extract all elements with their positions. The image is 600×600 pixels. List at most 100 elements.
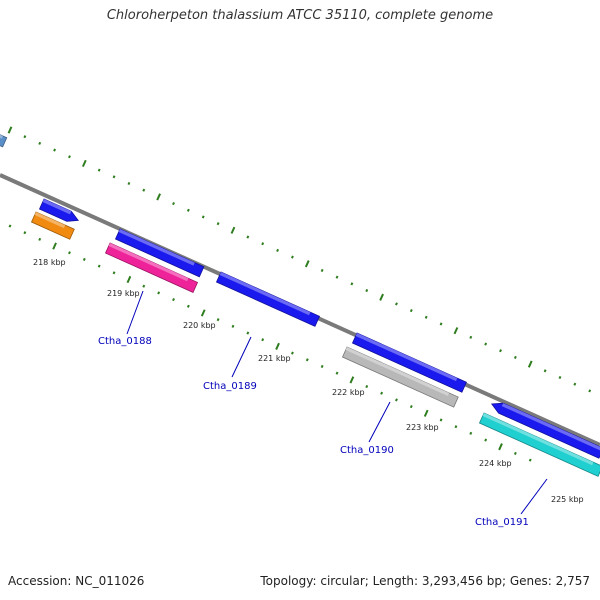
major-tick	[453, 327, 459, 335]
minor-tick	[97, 168, 101, 172]
gene-blue-2	[114, 228, 205, 278]
minor-tick	[499, 349, 502, 353]
minor-tick	[558, 375, 562, 380]
minor-tick	[68, 155, 71, 159]
tick-label: 220 kbp	[183, 321, 216, 330]
minor-tick	[320, 268, 324, 273]
minor-tick	[439, 418, 443, 422]
gene-blue-4	[351, 332, 467, 393]
minor-tick	[513, 451, 517, 455]
minor-tick	[142, 284, 146, 288]
gene-blue-1	[38, 198, 79, 222]
minor-tick	[261, 338, 265, 342]
major-tick	[275, 342, 280, 351]
minor-tick	[261, 242, 265, 246]
accession-text: Accession: NC_011026	[8, 574, 145, 588]
gene-orange-shine	[34, 212, 66, 229]
tick-label: 222 kbp	[332, 388, 365, 397]
gene-label-leader	[231, 336, 252, 378]
minor-tick	[142, 188, 146, 192]
tick-label: 225 kbp	[551, 495, 584, 504]
major-tick	[527, 360, 533, 368]
minor-tick	[409, 309, 413, 313]
minor-tick	[23, 135, 27, 139]
gene-cyan-shine	[482, 413, 594, 466]
minor-tick	[186, 208, 190, 212]
major-tick	[498, 443, 503, 451]
outer-tick-marks	[7, 126, 592, 393]
minor-tick	[365, 288, 369, 293]
tick-label: 218 kbp	[33, 258, 66, 267]
minor-tick	[172, 298, 175, 302]
gene-blue-3	[215, 271, 321, 327]
gene-steelblue-partial	[0, 134, 8, 148]
major-tick	[379, 293, 384, 301]
map-title: Chloroherpeton thalassium ATCC 35110, co…	[106, 8, 494, 23]
minor-tick	[112, 175, 116, 179]
gene-label: Ctha_0191	[475, 517, 529, 528]
major-tick	[126, 275, 132, 284]
gene-blue-4-shine	[355, 333, 458, 382]
tick-label: 223 kbp	[406, 423, 439, 432]
minor-tick	[469, 431, 473, 435]
gene-gray-shine	[345, 347, 450, 396]
major-tick	[200, 309, 206, 317]
minor-tick	[513, 355, 517, 359]
minor-tick	[395, 302, 398, 306]
minor-tick	[276, 248, 279, 252]
minor-tick	[246, 331, 250, 335]
gene-label-leader	[520, 478, 548, 515]
minor-tick	[216, 318, 220, 322]
major-tick	[156, 193, 161, 201]
gene-blue-2-shine	[118, 229, 195, 266]
minor-tick	[216, 222, 220, 226]
gene-steelblue-partial-body	[0, 134, 8, 148]
minor-tick	[172, 202, 175, 206]
minor-tick	[38, 237, 42, 241]
minor-tick	[320, 364, 324, 369]
major-tick	[349, 376, 355, 384]
tick-labels: 218 kbp 219 kbp 220 kbp 221 kbp 222 kbp 223 k…	[33, 258, 584, 504]
minor-tick	[543, 369, 547, 373]
gene-blue-3-shine	[219, 272, 311, 316]
gene-blue-5-shine	[501, 403, 600, 451]
major-tick	[81, 159, 87, 168]
major-tick	[304, 260, 310, 268]
gene-label-leader	[126, 290, 144, 335]
tick-label: 224 kbp	[479, 459, 512, 468]
gene-magenta	[104, 242, 199, 293]
minor-tick	[68, 251, 71, 255]
minor-tick	[469, 335, 473, 339]
gene-features	[0, 134, 600, 477]
major-tick	[52, 242, 57, 250]
minor-tick	[335, 275, 339, 279]
inner-tick-marks	[8, 224, 532, 462]
minor-tick	[201, 215, 205, 219]
minor-tick	[424, 315, 428, 319]
gene-label-leader	[368, 401, 391, 443]
minor-tick	[82, 257, 86, 261]
major-tick	[230, 226, 236, 234]
minor-tick	[127, 181, 131, 186]
minor-tick	[246, 235, 250, 239]
gene-steelblue-partial-shine	[0, 134, 3, 139]
minor-tick	[350, 282, 354, 286]
gene-blue-1-shine	[42, 199, 72, 215]
gene-gray	[341, 346, 459, 408]
minor-tick	[290, 255, 294, 259]
minor-tick	[409, 405, 413, 409]
gene-magenta-shine	[108, 243, 189, 282]
major-tick	[423, 409, 429, 417]
minor-tick	[365, 384, 369, 389]
minor-tick	[588, 389, 592, 393]
minor-tick	[186, 304, 190, 308]
gene-cyan	[478, 412, 600, 477]
minor-tick	[53, 148, 57, 152]
minor-tick	[38, 141, 42, 145]
gene-labels: Ctha_0188 Ctha_0189 Ctha_0190 Ctha_0191	[98, 290, 548, 528]
minor-tick	[528, 458, 532, 462]
gene-label: Ctha_0189	[203, 381, 257, 392]
minor-tick	[335, 371, 339, 375]
minor-tick	[290, 351, 294, 355]
